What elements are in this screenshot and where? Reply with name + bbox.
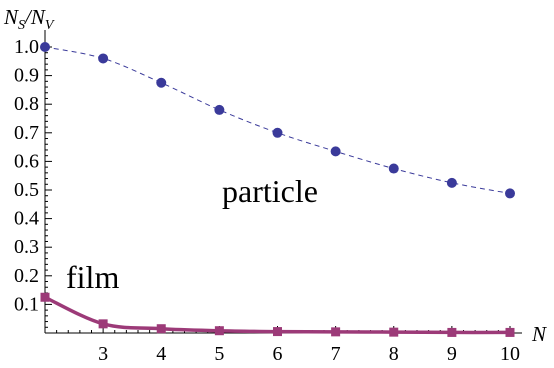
film-point: [214, 326, 224, 336]
x-tick-label: 7: [331, 343, 341, 365]
film-annotation: film: [66, 259, 119, 295]
particle-point: [446, 177, 457, 188]
axes: 3 4 5 6 7 8 9 10 0.1 0.2 0.3 0.4 0.5 0.6 0.7 0.8 0.9 1.0: [14, 30, 522, 365]
y-tick-label: 0.8: [14, 93, 39, 115]
particle-point: [98, 53, 109, 64]
particle-point: [214, 104, 225, 115]
x-tick-label: 3: [98, 343, 108, 365]
particle-point: [505, 188, 515, 199]
x-tick-label: 9: [447, 343, 457, 365]
y-tick-label: 0.7: [14, 122, 39, 144]
x-tick-label: 10: [500, 343, 520, 365]
particle-line: [44, 46, 511, 194]
y-tick-label: 0.1: [14, 293, 39, 315]
particle-annotation: particle: [222, 173, 318, 209]
series-layer: [40, 42, 515, 337]
film-point: [40, 292, 50, 302]
film-point: [156, 324, 166, 334]
y-tick-label: 0.2: [14, 265, 39, 287]
particle-point: [272, 127, 283, 138]
particle-series: [40, 42, 515, 199]
y-tick-label: 0.4: [14, 208, 39, 230]
film-point: [331, 327, 341, 337]
film-point: [447, 327, 457, 337]
film-point: [389, 327, 399, 337]
particle-point: [40, 42, 50, 52]
particle-point: [156, 77, 167, 88]
y-tick-label: 1.0: [14, 36, 39, 58]
y-tick-label: 0.3: [14, 236, 39, 258]
y-axis-label: NS/NV: [3, 5, 55, 33]
y-tick-label: 0.6: [14, 150, 39, 172]
y-tick-label: 0.5: [14, 179, 39, 201]
y-tick-label: 0.9: [14, 65, 39, 87]
x-tick-label: 8: [389, 343, 399, 365]
particle-point: [388, 163, 399, 174]
x-tick-label: 6: [273, 343, 283, 365]
film-point: [98, 319, 108, 329]
x-tick-label: 4: [156, 343, 166, 365]
film-series: [40, 292, 515, 337]
film-point: [273, 327, 282, 337]
x-tick-label: 5: [214, 343, 224, 365]
particle-point: [330, 146, 341, 157]
film-point: [505, 327, 515, 337]
x-axis-label: N: [531, 322, 547, 346]
